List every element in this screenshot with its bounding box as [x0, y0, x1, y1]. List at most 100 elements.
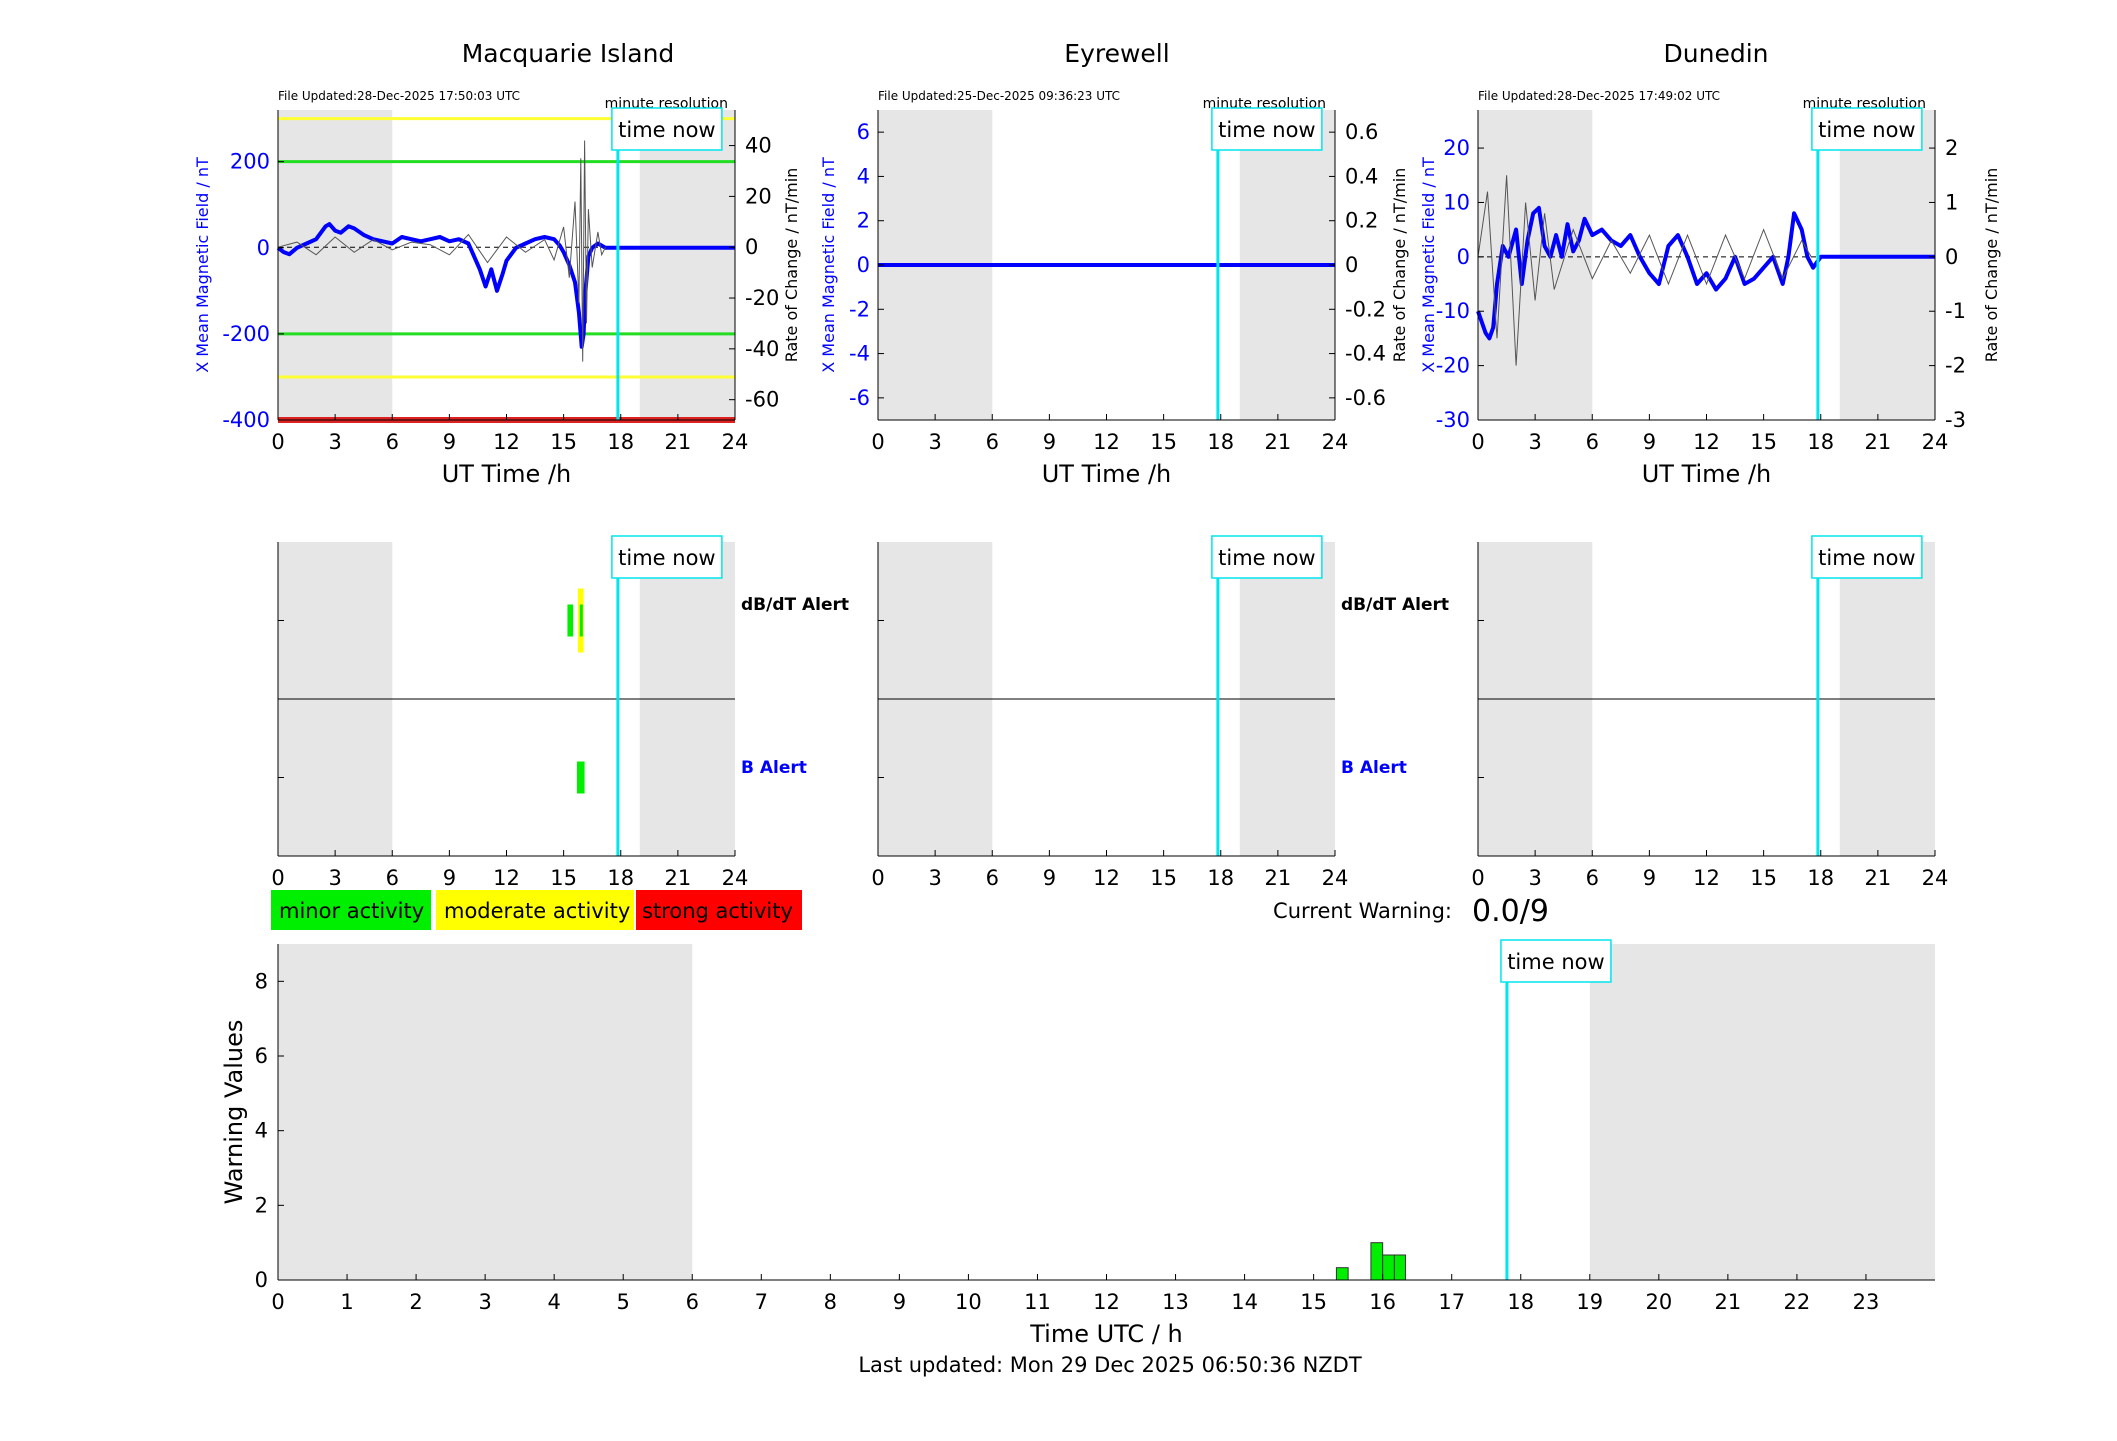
warning-x-tick-label: 7 [755, 1290, 768, 1314]
alerts0-x-tick-label: 6 [386, 866, 399, 890]
warning-time-now-label: time now [1507, 950, 1604, 974]
station0-x-tick-label: 0 [271, 430, 284, 454]
warning-y-tick-label: 0 [255, 1268, 268, 1292]
warning-x-tick-label: 11 [1024, 1290, 1051, 1314]
alerts1-time-now-box [1211, 535, 1323, 579]
station2-x-tick-label: 9 [1643, 430, 1656, 454]
station2-x-tick-label: 24 [1922, 430, 1949, 454]
station1-y-right-tick-label: 0.4 [1345, 164, 1378, 188]
warning-x-tick-label: 15 [1300, 1290, 1327, 1314]
activity-legend: minor activity moderate activity strong … [271, 890, 802, 930]
station0-night-shade-0 [278, 110, 393, 420]
station2-y-left-label: X Mean Magnetic Field / nT [1419, 157, 1438, 373]
station2-x-tick-label: 3 [1528, 430, 1541, 454]
station2-y-left-tick-label: -20 [1436, 354, 1470, 378]
station2-field-series [1476, 205, 1935, 341]
station0-y-left-tick-label: 200 [230, 150, 270, 174]
warning-bar [1393, 1254, 1406, 1281]
file-updated-macquarie: File Updated:28-Dec-2025 17:50:03 UTC [278, 89, 520, 103]
legend-minor-swatch [271, 890, 431, 930]
warning-bar [1382, 1254, 1395, 1281]
warning-x-label: Time UTC / h [1029, 1320, 1183, 1348]
station1-y-left-tick-label: 0 [857, 253, 870, 277]
station1-y-left-tick-label: -4 [849, 342, 870, 366]
station0-x-tick-label: 6 [386, 430, 399, 454]
station2-y-right-tick-label: -1 [1945, 299, 1966, 323]
warning-x-tick-label: 19 [1576, 1290, 1603, 1314]
station2-night-shade-0 [1478, 110, 1593, 420]
alerts1-x-tick-label: 24 [1322, 866, 1349, 890]
station0-y-right-tick-label: 0 [745, 235, 758, 259]
station1-x-tick-label: 6 [986, 430, 999, 454]
station0-night-shade-1 [639, 110, 735, 420]
warning-x-tick-label: 22 [1784, 1290, 1811, 1314]
station1-x-tick-label: 21 [1265, 430, 1292, 454]
legend-moderate-label: moderate activity [444, 899, 630, 923]
alerts2-time-now-label: time now [1818, 546, 1915, 570]
station2-x-tick-label: 0 [1471, 430, 1484, 454]
station0-x-tick-label: 24 [722, 430, 749, 454]
legend-strong-label: strong activity [642, 899, 793, 923]
station1-x-tick-label: 18 [1207, 430, 1234, 454]
warning-x-tick-label: 1 [340, 1290, 353, 1314]
alerts0-row-label-b: B Alert [741, 758, 807, 778]
station2-time-now-label: time now [1818, 118, 1915, 142]
alerts2-time-now-box [1811, 535, 1923, 579]
warning-x-tick-label: 16 [1369, 1290, 1396, 1314]
station1-y-left-tick-label: -6 [849, 386, 870, 410]
current-warning-label: Current Warning: [1273, 899, 1452, 923]
alerts2-x-tick-label: 21 [1865, 866, 1892, 890]
station2-x-tick-label: 21 [1865, 430, 1892, 454]
alerts2-x-tick-label: 24 [1922, 866, 1949, 890]
alerts0-alert-event [579, 604, 583, 637]
station1-y-left-tick-label: 2 [857, 209, 870, 233]
station-title-dunedin: Dunedin [1664, 39, 1769, 68]
station1-x-tick-label: 24 [1322, 430, 1349, 454]
warning-x-tick-label: 10 [955, 1290, 982, 1314]
alerts1-x-tick-label: 21 [1265, 866, 1292, 890]
file-updated-dunedin: File Updated:28-Dec-2025 17:49:02 UTC [1478, 89, 1720, 103]
station0-time-now-label: time now [618, 118, 715, 142]
alerts0-x-tick-label: 9 [443, 866, 456, 890]
legend-moderate-swatch [436, 890, 634, 930]
station2-time-now-box [1811, 107, 1923, 151]
station2-y-left-tick-label: -10 [1436, 299, 1470, 323]
station2-y-left-tick-label: 0 [1457, 245, 1470, 269]
station2-y-right-tick-label: 0 [1945, 245, 1958, 269]
station0-time-now-box [611, 107, 723, 151]
warning-x-tick-label: 23 [1853, 1290, 1880, 1314]
station2-y-right-tick-label: -2 [1945, 354, 1966, 378]
station1-y-right-tick-label: 0.6 [1345, 120, 1378, 144]
warning-x-tick-label: 17 [1438, 1290, 1465, 1314]
station2-x-tick-label: 12 [1693, 430, 1720, 454]
alerts0-x-tick-label: 24 [722, 866, 749, 890]
last-updated: Last updated: Mon 29 Dec 2025 06:50:36 N… [858, 1353, 1362, 1377]
station2-night-shade-1 [1839, 110, 1935, 420]
station0-x-tick-label: 18 [607, 430, 634, 454]
warning-x-tick-label: 18 [1507, 1290, 1534, 1314]
station1-y-right-tick-label: 0 [1345, 253, 1358, 277]
alerts1-x-tick-label: 6 [986, 866, 999, 890]
station2-y-right-tick-label: 2 [1945, 136, 1958, 160]
station1-y-right-tick-label: 0.2 [1345, 209, 1378, 233]
station0-x-tick-label: 3 [328, 430, 341, 454]
station1-x-tick-label: 9 [1043, 430, 1056, 454]
warning-night-shade-0 [278, 944, 693, 1280]
warning-y-tick-label: 2 [255, 1193, 268, 1217]
station1-x-tick-label: 15 [1150, 430, 1177, 454]
alerts1-row-label-b: B Alert [1341, 758, 1407, 778]
alerts2-x-tick-label: 15 [1750, 866, 1777, 890]
station1-y-right-label: Rate of Change / nT/min [1390, 168, 1409, 363]
warning-night-shade-1 [1589, 944, 1935, 1280]
warning-y-tick-label: 6 [255, 1044, 268, 1068]
station1-x-tick-label: 12 [1093, 430, 1120, 454]
alerts1-x-tick-label: 12 [1093, 866, 1120, 890]
warning-x-tick-label: 20 [1645, 1290, 1672, 1314]
alerts1-x-tick-label: 0 [871, 866, 884, 890]
station0-y-right-tick-label: 20 [745, 184, 772, 208]
legend-minor-label: minor activity [279, 899, 424, 923]
station0-y-right-label: Rate of Change / nT/min [782, 168, 801, 363]
alerts1-row-label-dbdt: dB/dT Alert [1341, 595, 1449, 615]
